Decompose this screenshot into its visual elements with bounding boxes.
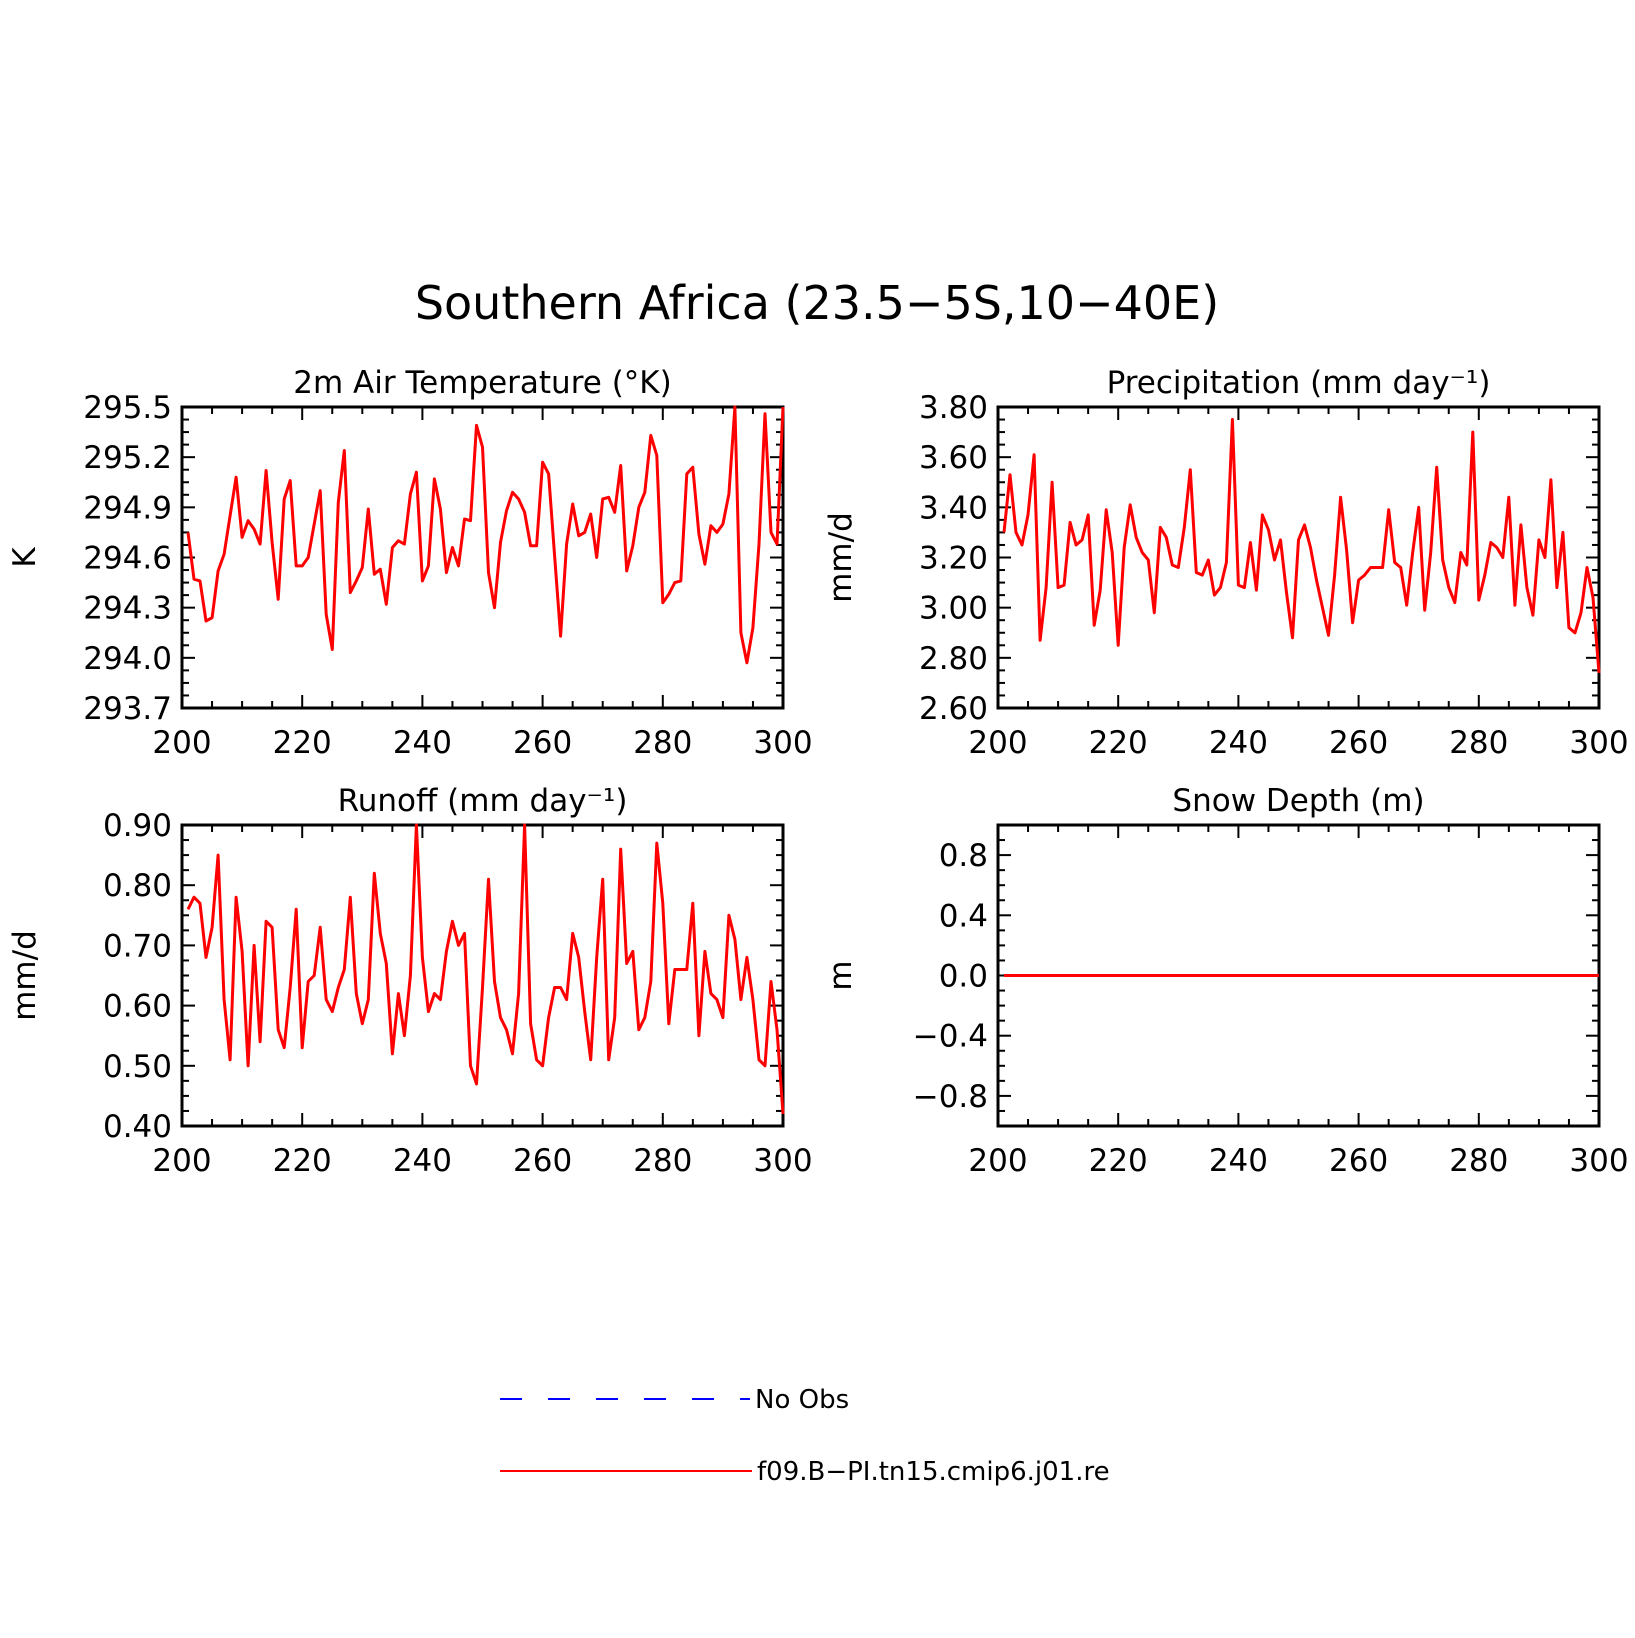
precipitation-xtick-label: 260: [1329, 725, 1388, 761]
snow-depth-ytick-label: −0.8: [913, 1079, 988, 1115]
air-temperature-ytick-label: 294.0: [83, 641, 172, 677]
snow-depth-ytick-label: 0.8: [939, 838, 988, 874]
panel-air-temperature: 2m Air Temperature (°K) K 200 220 240 260 280 3…: [7, 365, 813, 761]
precipitation-series-line: [1002, 418, 1601, 674]
air-temperature-xtick-label: 220: [273, 725, 332, 761]
air-temperature-ytick-label: 294.9: [83, 490, 172, 526]
runoff-xtick-label: 280: [633, 1143, 692, 1179]
runoff-ytick-label: 0.50: [103, 1049, 172, 1085]
air-temperature-xtick-label: 200: [152, 725, 211, 761]
air-temperature-xtick-label: 260: [513, 725, 572, 761]
panel-snow-depth: Snow Depth (m) m 200 220 240 260 280 300 −0.8 −0.…: [823, 783, 1629, 1179]
precipitation-xtick-label: 280: [1449, 725, 1508, 761]
snow-depth-xtick-label: 220: [1089, 1143, 1148, 1179]
legend-obs-label: No Obs: [755, 1385, 849, 1415]
precipitation-ytick-label: 3.00: [919, 591, 988, 627]
runoff-ylabel: mm/d: [7, 930, 43, 1021]
figure-title: Southern Africa (23.5−5S,10−40E): [415, 276, 1219, 330]
precipitation-title: Precipitation (mm day⁻¹): [1107, 365, 1491, 401]
runoff-ytick-label: 0.40: [103, 1109, 172, 1145]
legend-model-label: f09.B−PI.tn15.cmip6.j01.re: [757, 1457, 1110, 1487]
snow-depth-ytick-label: −0.4: [913, 1019, 988, 1055]
precipitation-xtick-label: 220: [1089, 725, 1148, 761]
snow-depth-xtick-label: 260: [1329, 1143, 1388, 1179]
air-temperature-xtick-label: 280: [633, 725, 692, 761]
precipitation-ytick-label: 3.60: [919, 440, 988, 476]
precipitation-ylabel: mm/d: [823, 512, 859, 603]
runoff-ytick-label: 0.60: [103, 989, 172, 1025]
precipitation-xtick-label: 300: [1569, 725, 1628, 761]
panel-precipitation: Precipitation (mm day⁻¹) mm/d 200 220 240 260…: [823, 365, 1629, 761]
precipitation-ytick-label: 3.40: [919, 490, 988, 526]
precipitation-ytick-label: 3.80: [919, 390, 988, 426]
air-temperature-ytick-label: 295.5: [83, 390, 172, 426]
snow-depth-ytick-label: 0.4: [939, 898, 988, 934]
panel-runoff: Runoff (mm day⁻¹) mm/d 200 220 240 260 280 300 0…: [7, 783, 813, 1179]
precipitation-xtick-label: 200: [968, 725, 1027, 761]
legend: No Obs f09.B−PI.tn15.cmip6.j01.re: [500, 1385, 1110, 1487]
snow-depth-xtick-label: 280: [1449, 1143, 1508, 1179]
runoff-xtick-label: 240: [393, 1143, 452, 1179]
air-temperature-ytick-label: 294.3: [83, 591, 172, 627]
runoff-xtick-label: 260: [513, 1143, 572, 1179]
runoff-xtick-label: 200: [152, 1143, 211, 1179]
precipitation-ytick-label: 2.80: [919, 641, 988, 677]
air-temperature-title: 2m Air Temperature (°K): [293, 365, 671, 401]
runoff-xtick-label: 300: [753, 1143, 812, 1179]
snow-depth-title: Snow Depth (m): [1172, 783, 1424, 819]
air-temperature-series-line: [186, 405, 785, 665]
precipitation-xtick-label: 240: [1209, 725, 1268, 761]
snow-depth-xtick-label: 200: [968, 1143, 1027, 1179]
runoff-series-line: [186, 823, 785, 1115]
runoff-ytick-label: 0.80: [103, 868, 172, 904]
runoff-title: Runoff (mm day⁻¹): [338, 783, 628, 819]
precipitation-ytick-label: 3.20: [919, 541, 988, 577]
air-temperature-ytick-label: 295.2: [83, 440, 172, 476]
runoff-xtick-label: 220: [273, 1143, 332, 1179]
air-temperature-ytick-label: 293.7: [83, 691, 172, 727]
precipitation-ytick-label: 2.60: [919, 691, 988, 727]
snow-depth-ytick-label: 0.0: [939, 959, 988, 995]
air-temperature-xtick-label: 240: [393, 725, 452, 761]
runoff-ytick-label: 0.70: [103, 928, 172, 964]
air-temperature-ytick-label: 294.6: [83, 541, 172, 577]
snow-depth-xtick-label: 300: [1569, 1143, 1628, 1179]
snow-depth-ylabel: m: [823, 960, 859, 990]
air-temperature-xtick-label: 300: [753, 725, 812, 761]
runoff-ytick-label: 0.90: [103, 808, 172, 844]
snow-depth-xtick-label: 240: [1209, 1143, 1268, 1179]
air-temperature-ylabel: K: [7, 547, 43, 568]
